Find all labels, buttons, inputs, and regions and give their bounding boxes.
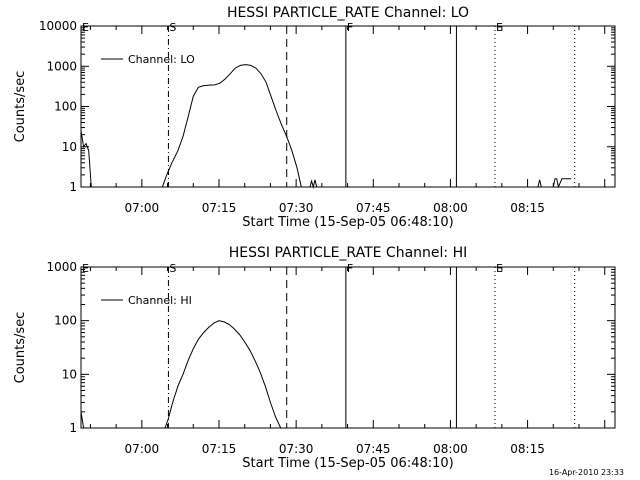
event-marker-label: E (82, 262, 89, 275)
event-marker-label: E (82, 21, 89, 34)
x-tick-label: 08:00 (433, 201, 468, 215)
event-marker-label: F (347, 262, 353, 275)
legend-label: Channel: LO (128, 53, 195, 66)
x-tick-label: 07:30 (279, 201, 314, 215)
event-marker-label: E (496, 21, 503, 34)
x-axis-label: Start Time (15-Sep-05 06:48:10) (242, 215, 453, 230)
x-tick-label: 08:15 (510, 201, 545, 215)
y-axis-label: Counts/sec (13, 71, 28, 143)
plot-frame (80, 266, 616, 429)
panel-lo: HESSI PARTICLE_RATE Channel: LO 1 10 100 100… (13, 5, 616, 230)
plot-frame (80, 25, 616, 188)
y-tick-label: 10 (62, 367, 77, 381)
chart-title: HESSI PARTICLE_RATE Channel: HI (229, 245, 467, 261)
series-line (164, 320, 282, 429)
y-tick-label: 1000 (46, 59, 77, 73)
x-tick-label: 07:15 (202, 201, 237, 215)
y-tick-label: 1000 (46, 260, 77, 274)
y-tick-label: 10 (62, 140, 77, 154)
footer-timestamp: 16-Apr-2010 23:33 (549, 468, 624, 477)
x-tick-label: 07:00 (125, 442, 160, 456)
x-tick-label: 07:30 (279, 442, 314, 456)
series-line (80, 411, 85, 429)
event-marker-label: E (496, 262, 503, 275)
chart-title: HESSI PARTICLE_RATE Channel: LO (227, 5, 469, 21)
y-axis-label: Counts/sec (13, 312, 28, 384)
y-tick-label: 10000 (39, 19, 77, 33)
y-tick-label: 1 (69, 180, 77, 194)
x-tick-label: 07:45 (356, 442, 391, 456)
series-line (537, 179, 542, 188)
x-tick-label: 07:00 (125, 201, 160, 215)
x-tick-label: 07:45 (356, 201, 391, 215)
x-tick-label: 07:15 (202, 442, 237, 456)
x-tick-label: 08:00 (433, 442, 468, 456)
x-axis-label: Start Time (15-Sep-05 06:48:10) (242, 456, 453, 471)
panel-hi: HESSI PARTICLE_RATE Channel: HI 1 10 100 100… (13, 245, 616, 471)
event-marker-label: F (347, 21, 353, 34)
series-line (552, 178, 572, 189)
series-line (309, 179, 318, 189)
legend-label: Channel: HI (128, 294, 192, 307)
y-tick-label: 100 (54, 100, 77, 114)
y-tick-label: 100 (54, 314, 77, 328)
series-line (80, 130, 92, 188)
event-marker-label: S (169, 262, 176, 275)
x-tick-label: 08:15 (510, 442, 545, 456)
series-line (161, 64, 302, 188)
event-marker-label: S (169, 21, 176, 34)
y-tick-label: 1 (69, 421, 77, 435)
